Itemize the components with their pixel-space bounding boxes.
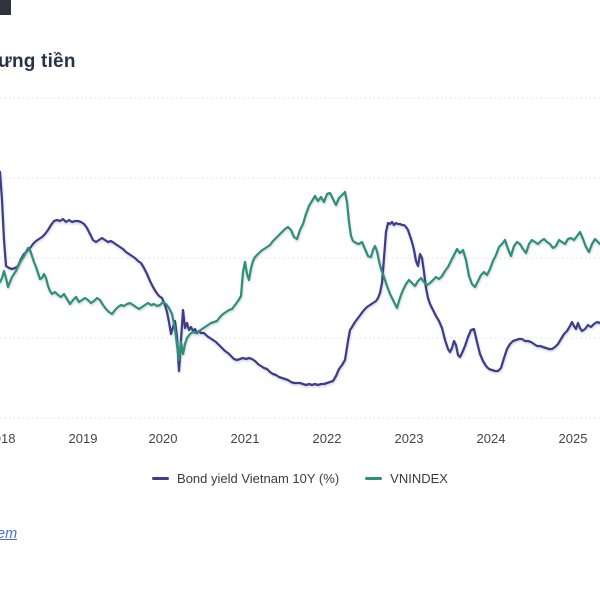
page-title: ưng tiền — [0, 50, 76, 72]
legend-item-vnindex[interactable]: VNINDEX — [365, 471, 448, 486]
x-tick-2025: 2025 — [558, 431, 588, 446]
series-line-vnindex[interactable] — [0, 190, 600, 362]
x-tick-2018: 2018 — [0, 431, 16, 446]
legend-item-bond-yield[interactable]: Bond yield Vietnam 10Y (%) — [152, 471, 339, 486]
x-tick-2023: 2023 — [394, 431, 424, 446]
legend-label: Bond yield Vietnam 10Y (%) — [177, 470, 340, 486]
logo-fragment — [0, 0, 11, 15]
x-tick-2019: 2019 — [68, 431, 98, 446]
chart-series — [0, 170, 600, 387]
x-tick-2022: 2022 — [312, 431, 342, 446]
x-tick-2020: 2020 — [148, 431, 178, 446]
x-tick-2024: 2024 — [476, 431, 506, 446]
series-line-bond-yield[interactable] — [0, 170, 600, 387]
legend-swatch — [365, 476, 383, 480]
legend-label: VNINDEX — [390, 470, 448, 486]
legend-swatch — [152, 476, 170, 480]
chart-legend: Bond yield Vietnam 10Y (%) VNINDEX — [0, 467, 600, 489]
chart-gridlines — [0, 97, 600, 419]
x-tick-2021: 2021 — [230, 431, 260, 446]
see-more-link[interactable]: em — [0, 526, 18, 542]
